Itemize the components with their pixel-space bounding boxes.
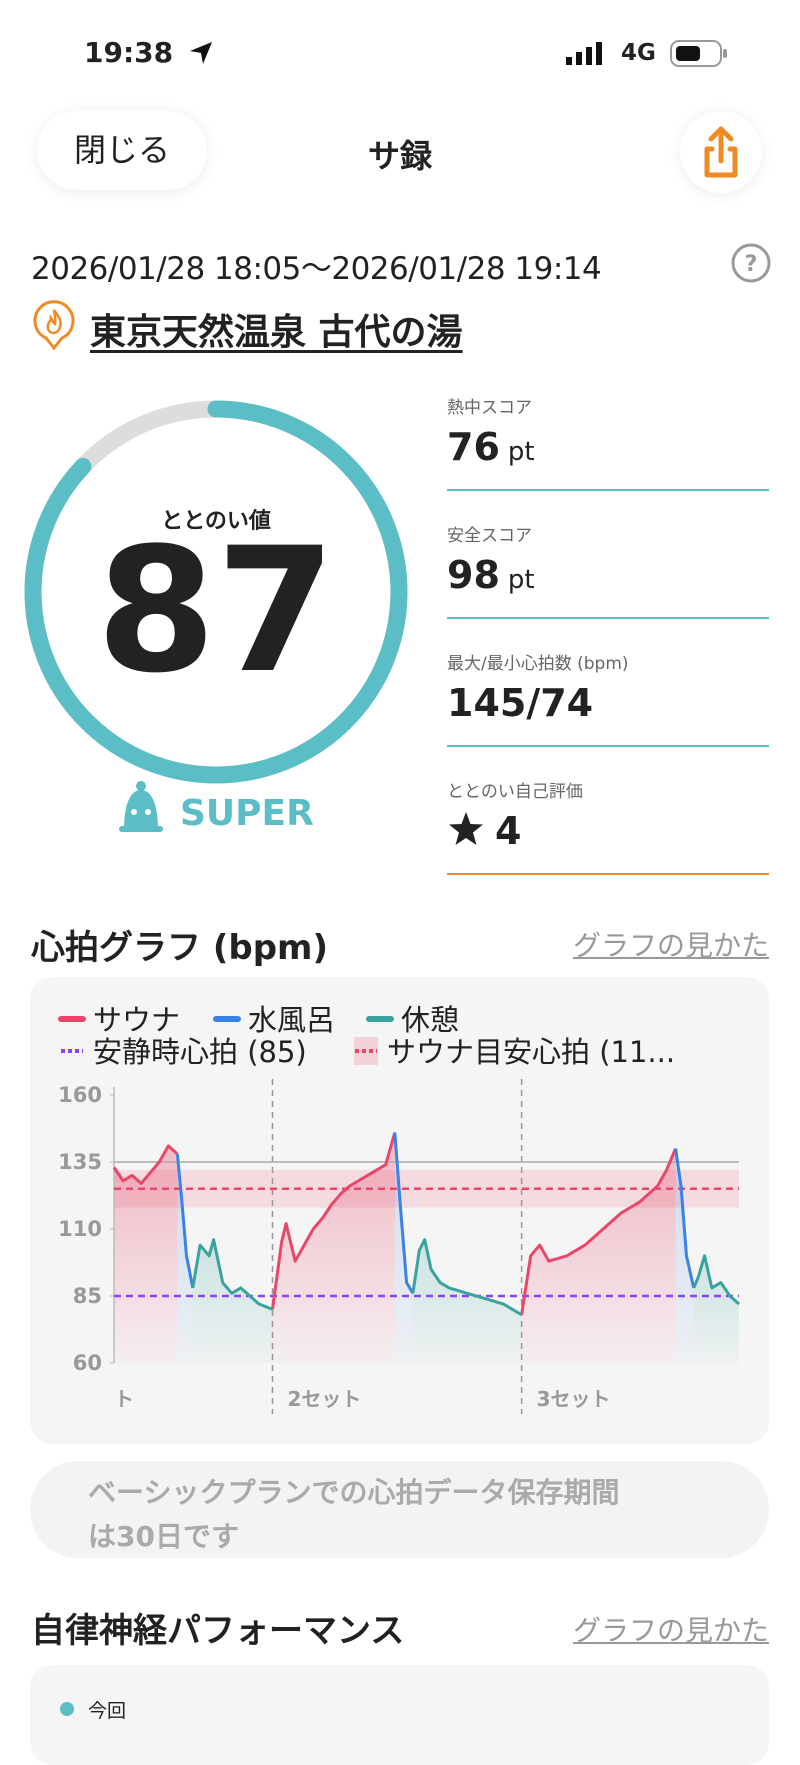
- score-label: ととのい値: [161, 509, 271, 534]
- help-icon[interactable]: ?: [730, 242, 772, 284]
- facility-name[interactable]: 東京天然温泉 古代の湯: [90, 312, 463, 353]
- metric: ととのい自己評価 4: [447, 777, 769, 877]
- legend-label: 水風呂: [248, 1003, 335, 1037]
- metric-unit: pt: [507, 437, 535, 467]
- metric-value: 98 pt: [447, 553, 535, 597]
- metric-number: 145/74: [447, 681, 594, 725]
- metric-label: 最大/最小心拍数 (bpm): [447, 654, 629, 674]
- metric-underline: [447, 617, 769, 619]
- metric: 熱中スコア 76 pt: [447, 393, 769, 493]
- y-tick-label: 160: [58, 1083, 102, 1107]
- y-tick-label: 135: [58, 1150, 102, 1174]
- metric-underline: [447, 873, 769, 875]
- legend-dot: [60, 1702, 74, 1716]
- metric-number: 76: [447, 425, 500, 469]
- metric-label: 熱中スコア: [447, 398, 532, 418]
- score-value: 87: [96, 510, 335, 711]
- metric-value: 145/74: [447, 681, 593, 725]
- share-button[interactable]: [680, 111, 762, 193]
- area-fill: [675, 1148, 694, 1363]
- area-fill: [114, 1145, 178, 1363]
- y-tick-label: 85: [73, 1284, 102, 1308]
- area-fill: [521, 1148, 676, 1363]
- set-label: 3セット: [537, 1387, 611, 1411]
- y-tick-label: 110: [58, 1217, 102, 1241]
- area-fill: [272, 1132, 395, 1363]
- section-title: 心拍グラフ (bpm): [31, 928, 329, 968]
- notice-text: ベーシックプランでの心拍データ保存期間 は30日です: [88, 1471, 619, 1559]
- metric: 安全スコア 98 pt: [447, 521, 769, 621]
- area-fill: [394, 1132, 413, 1363]
- metric-label: ととのい自己評価: [447, 782, 583, 802]
- notice-line: ベーシックプランでの心拍データ保存期間: [88, 1476, 620, 1509]
- y-tick-label: 60: [73, 1351, 102, 1375]
- area-fill: [693, 1255, 739, 1363]
- metric-label: 安全スコア: [447, 526, 532, 546]
- legend-label: サウナ目安心拍 (11...: [387, 1035, 675, 1069]
- session-period: 2026/01/28 18:05〜2026/01/28 19:14: [31, 251, 602, 287]
- notice-line: は30日です: [88, 1520, 239, 1553]
- legend-label: 安静時心拍 (85): [93, 1035, 307, 1069]
- area-fill: [412, 1239, 522, 1363]
- metric-underline: [447, 489, 769, 491]
- metric: 最大/最小心拍数 (bpm) 145/74: [447, 649, 769, 749]
- ans-card: 今回: [30, 1665, 769, 1765]
- battery-icon: [670, 40, 727, 67]
- network-label: 4G: [621, 40, 656, 66]
- series-line: [175, 1132, 696, 1295]
- notice-box: ベーシックプランでの心拍データ保存期間 は30日です: [30, 1461, 769, 1558]
- metric-number: 98: [447, 553, 500, 597]
- section-title: 自律神経パフォーマンス: [31, 1611, 405, 1651]
- set-label: 2セット: [288, 1387, 362, 1411]
- location-icon: [190, 42, 212, 64]
- series-line: [112, 1132, 677, 1315]
- close-button[interactable]: 閉じる: [37, 111, 207, 190]
- signal-icon: [566, 42, 602, 65]
- metric-underline: [447, 745, 769, 747]
- metric-unit: pt: [507, 565, 535, 595]
- graph-help-link[interactable]: グラフの見かた: [572, 1614, 769, 1647]
- graph-help-link[interactable]: グラフの見かた: [572, 929, 769, 962]
- gauge-arc: [24, 400, 408, 784]
- series-line: [191, 1238, 740, 1317]
- svg-text:?: ?: [745, 252, 758, 277]
- legend-label: 今回: [88, 1700, 127, 1722]
- score-rank: SUPER: [180, 793, 314, 834]
- area-fill: [192, 1239, 273, 1363]
- metric-value: 76 pt: [447, 425, 535, 469]
- set-label: ト: [114, 1387, 134, 1411]
- legend-label: サウナ: [93, 1003, 180, 1037]
- facility-icon: [33, 300, 75, 351]
- metric-number: 4: [495, 809, 522, 853]
- metric-value: 4: [447, 809, 521, 853]
- score-gauge: ととのい値 87 SUPER: [24, 400, 408, 834]
- status-time: 19:38: [84, 36, 174, 69]
- legend-label: 休憩: [401, 1003, 459, 1037]
- star-icon: [449, 812, 483, 845]
- rank-icon: [119, 781, 163, 832]
- page-title: サ録: [367, 137, 432, 175]
